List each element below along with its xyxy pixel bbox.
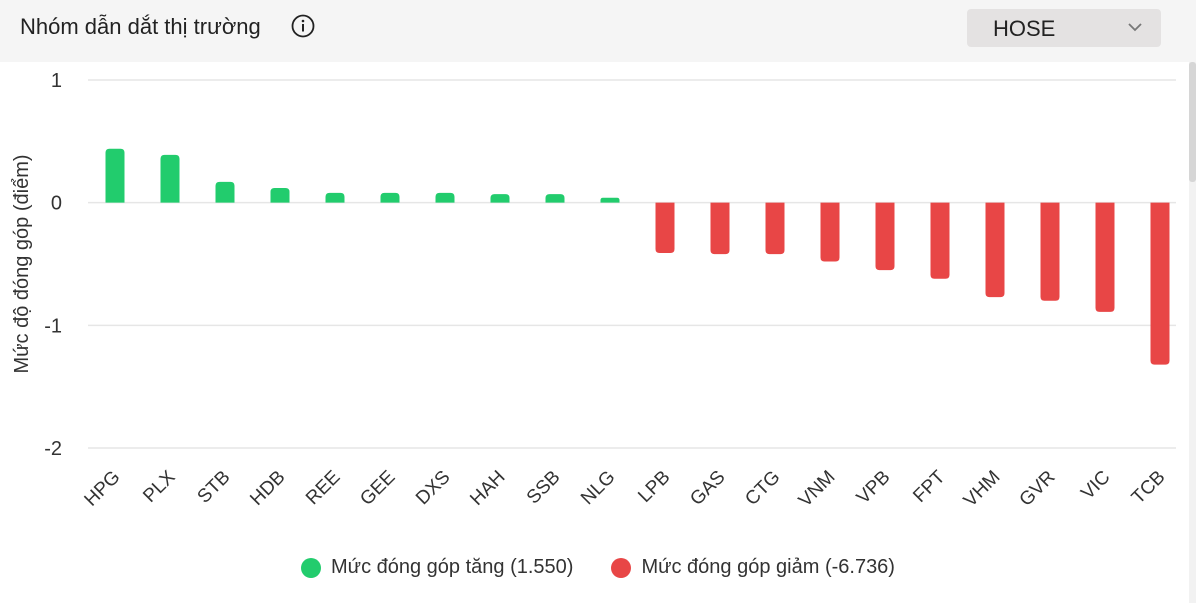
bar-hah[interactable] bbox=[490, 194, 510, 203]
bar-tcb[interactable] bbox=[1150, 202, 1170, 365]
bar-nlg[interactable] bbox=[600, 197, 620, 203]
bar-vic[interactable] bbox=[1095, 202, 1115, 312]
x-tick-label: VIC bbox=[1077, 467, 1114, 504]
x-tick-label: FPT bbox=[909, 466, 950, 507]
x-tick-label: HAH bbox=[466, 467, 509, 510]
bar-plx[interactable] bbox=[160, 154, 180, 203]
bar-hdb[interactable] bbox=[270, 187, 290, 203]
x-tick-label: LPB bbox=[634, 467, 674, 507]
y-tick-label: -2 bbox=[44, 438, 62, 460]
x-tick-label: GAS bbox=[686, 467, 729, 510]
chevron-down-icon bbox=[1128, 23, 1142, 32]
bar-hpg[interactable] bbox=[105, 148, 125, 203]
bar-ctg[interactable] bbox=[765, 202, 785, 255]
info-icon[interactable] bbox=[291, 14, 315, 38]
y-tick-label: 0 bbox=[51, 193, 62, 215]
bar-chart: 1 0 -1 -2 Mức độ đóng góp (điểm) HPG PLX STB HDB… bbox=[11, 70, 1176, 512]
x-tick-label: REE bbox=[302, 467, 344, 509]
exchange-select[interactable]: HOSE bbox=[967, 9, 1161, 47]
x-tick-label: DXS bbox=[412, 467, 454, 509]
legend-decrease-swatch bbox=[611, 557, 632, 578]
legend-decrease-label: Mức đóng góp giảm (-6.736) bbox=[641, 556, 895, 578]
bar-dxs[interactable] bbox=[435, 192, 455, 203]
exchange-select-value: HOSE bbox=[993, 16, 1056, 41]
x-tick-label: VNM bbox=[795, 467, 840, 512]
bar-gas[interactable] bbox=[710, 202, 730, 255]
legend-item-decrease[interactable]: Mức đóng góp giảm (-6.736) bbox=[611, 556, 895, 579]
x-tick-label: CTG bbox=[741, 467, 784, 510]
scrollbar[interactable] bbox=[1189, 62, 1196, 603]
y-axis-label: Mức độ đóng góp (điểm) bbox=[11, 154, 33, 373]
x-tick-label: SSB bbox=[523, 467, 565, 509]
bar-vpb[interactable] bbox=[875, 202, 895, 271]
bar-ree[interactable] bbox=[325, 192, 345, 203]
y-tick-label: -1 bbox=[44, 315, 62, 337]
y-tick-label: 1 bbox=[51, 70, 62, 92]
widget-title: Nhóm dẫn dắt thị trường bbox=[20, 14, 261, 39]
x-tick-label: NLG bbox=[577, 467, 619, 509]
widget-header: Nhóm dẫn dắt thị trường HOSE bbox=[0, 0, 1196, 62]
x-tick-label: STB bbox=[194, 467, 235, 508]
legend-increase-label: Mức đóng góp tăng (1.550) bbox=[331, 556, 574, 578]
scrollbar-thumb[interactable] bbox=[1189, 62, 1196, 182]
bar-ssb[interactable] bbox=[545, 194, 565, 203]
x-tick-label: TCB bbox=[1128, 467, 1170, 509]
legend-increase-swatch bbox=[301, 557, 322, 578]
bar-gvr[interactable] bbox=[1040, 202, 1060, 301]
x-tick-label: VHM bbox=[960, 467, 1005, 512]
bar-lpb[interactable] bbox=[655, 202, 675, 253]
x-tick-label: HDB bbox=[246, 467, 289, 510]
legend-item-increase[interactable]: Mức đóng góp tăng (1.550) bbox=[301, 556, 573, 579]
x-tick-label: GEE bbox=[356, 467, 399, 510]
bar-gee[interactable] bbox=[380, 192, 400, 203]
x-tick-label: GVR bbox=[1016, 467, 1060, 511]
bar-vnm[interactable] bbox=[820, 202, 840, 262]
chart-legend: Mức đóng góp tăng (1.550) Mức đóng góp g… bbox=[0, 556, 1196, 579]
x-tick-label: VPB bbox=[853, 467, 895, 509]
bar-fpt[interactable] bbox=[930, 202, 950, 279]
bar-stb[interactable] bbox=[215, 181, 235, 203]
x-tick-label: HPG bbox=[81, 467, 125, 511]
x-tick-label: PLX bbox=[139, 466, 179, 506]
bar-vhm[interactable] bbox=[985, 202, 1005, 298]
